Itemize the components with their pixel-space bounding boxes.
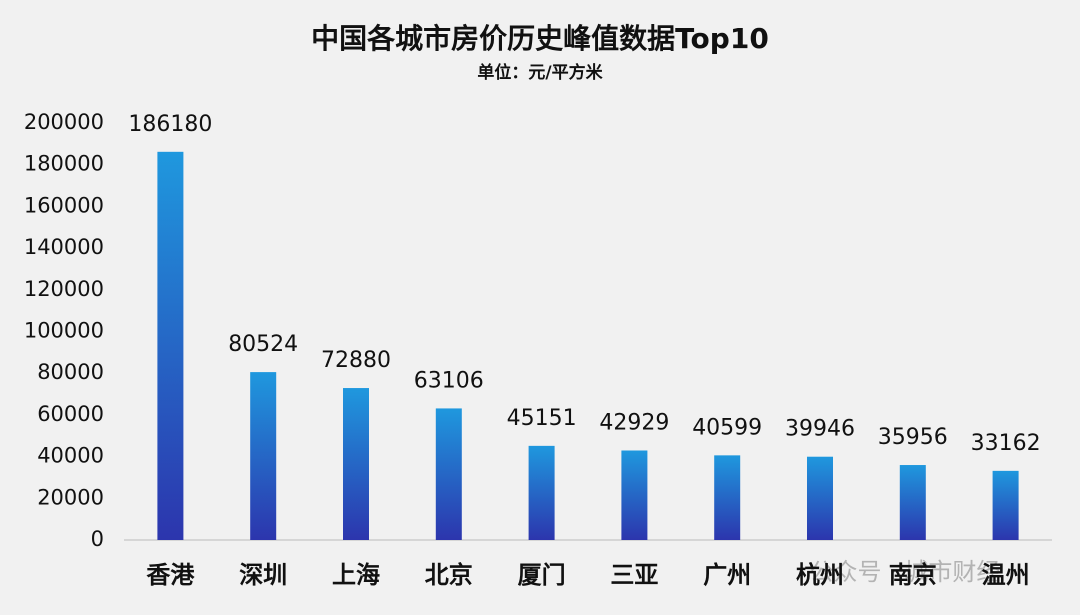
x-tick-label: 上海 xyxy=(332,561,380,589)
value-label: 33162 xyxy=(971,431,1041,456)
bar xyxy=(343,388,369,540)
value-label: 42929 xyxy=(599,410,669,435)
y-tick-label: 20000 xyxy=(37,485,104,509)
y-tick-label: 0 xyxy=(91,527,104,551)
value-label: 72880 xyxy=(321,348,391,373)
bar xyxy=(250,372,277,540)
y-tick-label: 180000 xyxy=(24,152,104,176)
value-label: 80524 xyxy=(228,332,298,357)
value-label: 45151 xyxy=(507,406,577,431)
x-tick-label: 南京 xyxy=(889,561,937,589)
value-label: 39946 xyxy=(785,417,855,442)
bar xyxy=(899,465,926,540)
bar xyxy=(714,455,741,540)
y-tick-label: 160000 xyxy=(24,193,104,217)
y-tick-label: 60000 xyxy=(37,402,104,426)
x-tick-label: 香港 xyxy=(146,561,195,589)
bar xyxy=(807,456,833,540)
y-tick-label: 140000 xyxy=(24,235,104,259)
bar xyxy=(992,470,1019,540)
value-label: 35956 xyxy=(878,425,948,450)
y-tick-label: 100000 xyxy=(24,319,104,343)
bar xyxy=(435,408,462,540)
y-tick-label: 120000 xyxy=(24,277,104,301)
x-tick-label: 厦门 xyxy=(518,561,566,589)
bar xyxy=(621,450,648,540)
chart-subtitle: 单位：元/平方米 xyxy=(477,62,603,83)
value-label: 186180 xyxy=(128,112,212,137)
y-tick-label: 40000 xyxy=(37,444,104,468)
x-tick-label: 广州 xyxy=(703,561,751,589)
y-tick-label: 200000 xyxy=(24,110,104,134)
chart-title: 中国各城市房价历史峰值数据Top10 xyxy=(311,22,769,55)
y-tick-label: 80000 xyxy=(37,360,104,384)
x-tick-label: 深圳 xyxy=(239,561,287,589)
bar xyxy=(528,445,555,540)
x-tick-label: 温州 xyxy=(982,561,1030,589)
x-tick-label: 杭州 xyxy=(796,561,844,589)
value-label: 63106 xyxy=(414,368,484,393)
x-tick-label: 三亚 xyxy=(610,561,658,589)
x-tick-label: 北京 xyxy=(425,561,473,589)
watermark: 公众号 · 城市财经 xyxy=(810,558,1001,586)
value-label: 40599 xyxy=(692,415,762,440)
bar xyxy=(157,151,184,540)
